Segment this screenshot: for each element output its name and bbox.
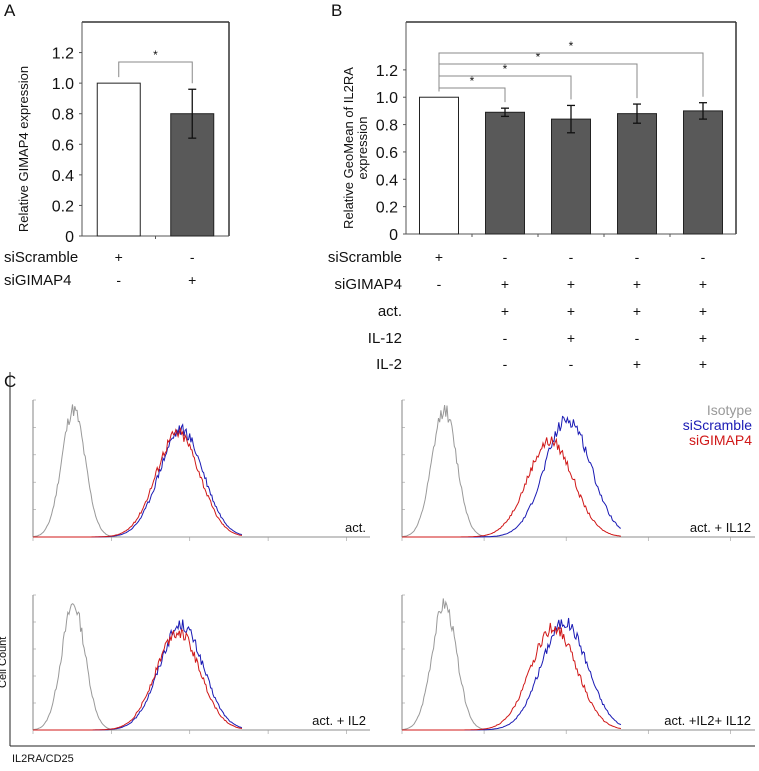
isotype-histogram <box>32 603 242 731</box>
y-tick-label: 0.8 <box>52 107 74 124</box>
condition-row-label: act. <box>378 303 402 320</box>
bar <box>96 82 141 237</box>
condition-mark: + <box>699 330 707 346</box>
histogram-plot: act. +IL2+ IL12 <box>401 594 755 734</box>
condition-mark: - <box>116 272 121 288</box>
condition-mark: + <box>633 356 641 372</box>
y-axis-label: Cell Count <box>0 637 9 688</box>
condition-mark: - <box>437 276 442 292</box>
y-tick-label: 0.2 <box>376 200 398 217</box>
x-axis-label: IL2RA/CD25 <box>12 753 74 765</box>
y-tick-label: 0 <box>65 229 74 246</box>
siscramble-histogram <box>33 619 243 731</box>
condition-mark: - <box>635 330 640 346</box>
isotype-histogram <box>401 405 621 538</box>
panel-label-b: B <box>331 1 342 20</box>
plot-condition-label: act. <box>345 520 366 535</box>
legend-entry: Isotype <box>707 402 752 418</box>
condition-mark: + <box>699 356 707 372</box>
condition-mark: + <box>567 276 575 292</box>
condition-mark: - <box>503 330 508 346</box>
plot-condition-label: act. +IL2+ IL12 <box>664 713 751 728</box>
condition-mark: + <box>699 303 707 319</box>
legend-entry: siScramble <box>683 417 752 433</box>
y-axis-label: expression <box>355 117 370 180</box>
plot-condition-label: act. + IL2 <box>312 713 366 728</box>
y-axis-label: Relative GIMAP4 expression <box>16 66 31 232</box>
histogram-plot: act. <box>32 399 370 541</box>
condition-mark: + <box>567 330 575 346</box>
y-tick-label: 0.4 <box>376 172 398 189</box>
y-tick-label: 1.0 <box>376 90 398 107</box>
isotype-histogram <box>32 404 242 538</box>
significance-star: * <box>503 62 508 76</box>
significance-star: * <box>569 39 574 53</box>
condition-row-label: IL-12 <box>368 330 402 347</box>
legend-entry: siGIMAP4 <box>689 432 752 448</box>
bar <box>617 113 657 235</box>
condition-mark: - <box>635 249 640 265</box>
condition-mark: - <box>569 356 574 372</box>
condition-mark: + <box>633 276 641 292</box>
condition-mark: - <box>503 249 508 265</box>
condition-row-label: siScramble <box>4 249 78 266</box>
isotype-histogram <box>401 598 621 731</box>
y-tick-label: 0.2 <box>52 198 74 215</box>
panel-label-a: A <box>4 1 16 20</box>
plot-condition-label: act. + IL12 <box>690 520 751 535</box>
significance-bracket <box>118 61 193 84</box>
condition-row-label: IL-2 <box>376 356 402 373</box>
panel-c-histograms: Cell Count IL2RA/CD25 act. act. + IL12 act. … <box>0 372 755 765</box>
histogram-plot: act. + IL12 <box>401 399 755 541</box>
y-tick-label: 0 <box>389 227 398 244</box>
y-tick-label: 1.2 <box>376 63 398 80</box>
bar <box>683 110 723 235</box>
bar <box>485 111 525 235</box>
y-axis-label: Relative GeoMean of IL2RA <box>341 67 356 229</box>
condition-row-label: siGIMAP4 <box>4 272 72 289</box>
y-tick-label: 0.6 <box>376 145 398 162</box>
condition-mark: - <box>190 249 195 265</box>
sigimap4-histogram <box>33 628 243 731</box>
siscramble-histogram <box>402 617 622 731</box>
condition-mark: + <box>188 272 196 288</box>
histogram-plot: act. + IL2 <box>32 594 370 734</box>
bar <box>419 96 459 235</box>
condition-mark: - <box>569 249 574 265</box>
y-tick-label: 0.6 <box>52 137 74 154</box>
bar <box>551 118 591 235</box>
condition-mark: + <box>567 303 575 319</box>
y-tick-label: 1.2 <box>52 46 74 63</box>
sigimap4-histogram <box>402 622 622 731</box>
panel-a-chart: 0 0.2 0.4 0.6 0.8 1.0 1.2 Relative GIMAP4 expre… <box>4 21 230 289</box>
condition-mark: + <box>699 276 707 292</box>
sigimap4-histogram <box>33 426 242 538</box>
condition-row-label: siGIMAP4 <box>334 276 402 293</box>
condition-mark: + <box>115 249 123 265</box>
condition-mark: + <box>501 276 509 292</box>
sigimap4-histogram <box>402 436 621 538</box>
y-tick-label: 1.0 <box>52 76 74 93</box>
y-tick-label: 0.8 <box>376 118 398 135</box>
significance-star: * <box>470 74 475 88</box>
significance-star: * <box>536 50 541 64</box>
condition-mark: + <box>435 249 443 265</box>
condition-row-label: siScramble <box>328 249 402 266</box>
significance-star: * <box>153 48 158 62</box>
siscramble-histogram <box>402 415 622 538</box>
panel-b-chart: 0 0.2 0.4 0.6 0.8 1.0 1.2 Relative GeoMean of I… <box>328 21 737 373</box>
condition-mark: - <box>503 356 508 372</box>
condition-mark: - <box>701 249 706 265</box>
y-tick-label: 0.4 <box>52 168 74 185</box>
condition-mark: + <box>633 303 641 319</box>
condition-mark: + <box>501 303 509 319</box>
significance-bracket <box>438 52 704 97</box>
